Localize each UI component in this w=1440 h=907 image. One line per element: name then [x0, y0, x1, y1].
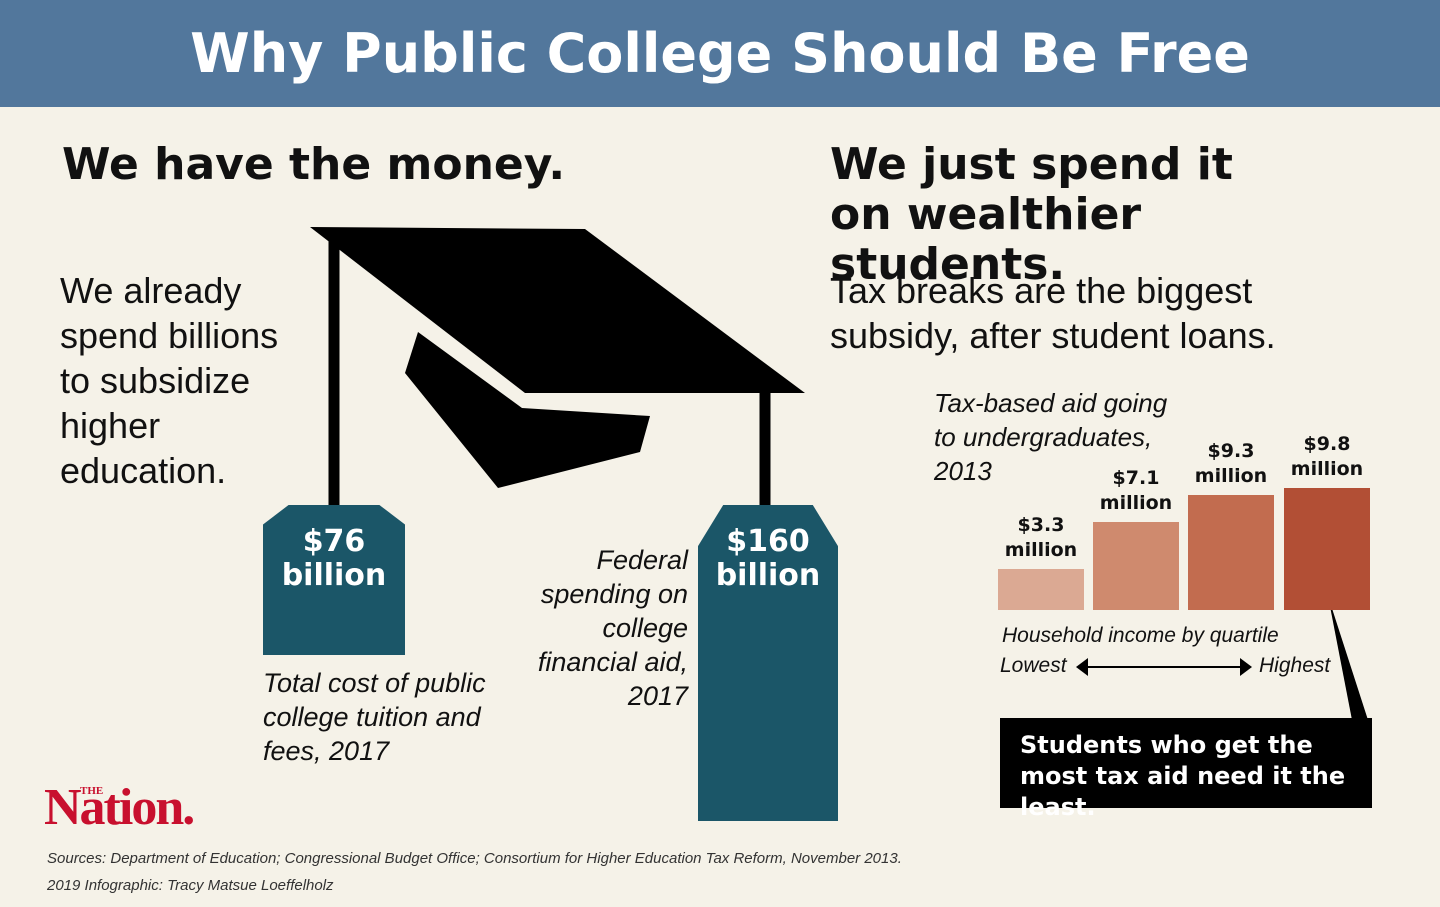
- title: Why Public College Should Be Free: [190, 22, 1250, 85]
- logo-small: THE: [80, 785, 104, 797]
- right-heading: We just spend it on wealthier students.: [830, 139, 1233, 290]
- bar-label: $9.3 million: [1194, 439, 1268, 487]
- logo: Nation.: [44, 779, 195, 836]
- tag-label: $76 billion: [281, 524, 387, 593]
- x-low-label: Lowest: [1000, 654, 1067, 677]
- category-label: Total cost of public college tuition and…: [263, 668, 486, 766]
- bar-label: $3.3 million: [1004, 514, 1078, 562]
- callout-box: [1000, 718, 1372, 808]
- left-text: We already spend billions to subsidize h…: [60, 270, 279, 491]
- tag-label: $160 billion: [715, 524, 821, 593]
- bar: [1284, 488, 1370, 610]
- credit: 2019 Infographic: Tracy Matsue Loeffelho…: [47, 877, 334, 894]
- x-axis-label: Household income by quartile: [1002, 624, 1279, 647]
- bar: [998, 569, 1084, 610]
- left-heading: We have the money.: [62, 139, 566, 190]
- sources: Sources: Department of Education; Congre…: [47, 850, 902, 867]
- bar: [1188, 494, 1274, 610]
- header-band: [0, 0, 1440, 107]
- bar-label: $9.8 million: [1290, 433, 1364, 481]
- category-label: Federal spending on college financial ai…: [537, 545, 688, 711]
- x-high-label: Highest: [1259, 654, 1331, 677]
- right-text: Tax breaks are the biggest subsidy, afte…: [830, 270, 1276, 356]
- tag-bar: [698, 505, 838, 821]
- chart-title: Tax-based aid going to undergraduates, 2…: [934, 388, 1168, 486]
- callout-text: Students who get the most tax aid need i…: [1020, 731, 1346, 821]
- bar-label: $7.1 million: [1099, 466, 1173, 514]
- bar: [1093, 521, 1179, 610]
- tag-bar: [263, 505, 405, 656]
